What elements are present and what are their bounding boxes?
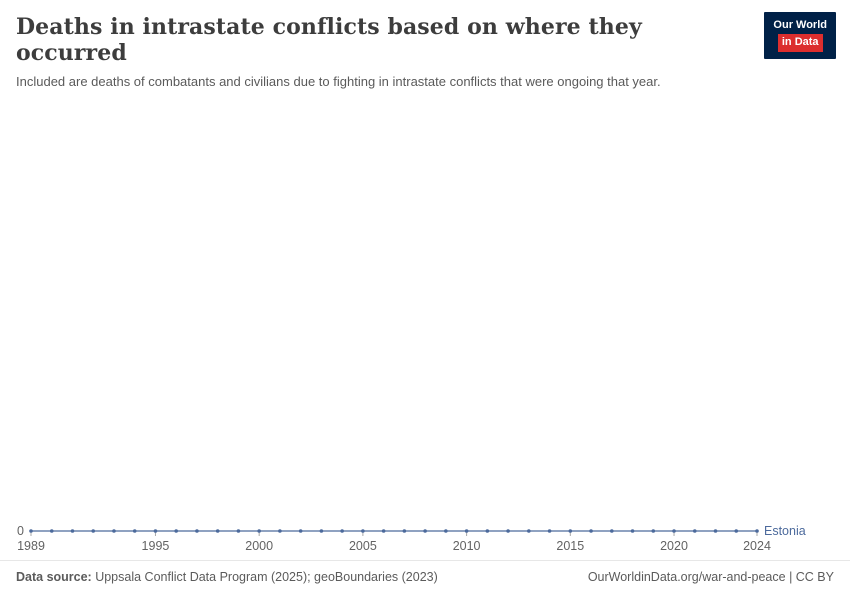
data-point [278,529,282,533]
x-tick-label: 2005 [349,539,377,553]
data-point [174,529,178,533]
data-point [568,529,573,533]
x-tick-label: 2015 [556,539,584,553]
data-point [506,529,510,533]
data-point [91,529,96,533]
credit-link: OurWorldinData.org/war-and-peace | CC BY [587,570,834,584]
x-tick-label: 1989 [17,539,45,553]
x-tick-label: 2024 [743,539,771,553]
data-point [298,529,303,533]
x-tick-label: 2010 [453,539,481,553]
chart-footer: Data source: Uppsala Conflict Data Progr… [0,560,850,600]
data-point [630,529,635,533]
data-point [112,529,116,533]
x-tick-label: 2020 [660,539,688,553]
data-point [692,529,697,533]
data-point [610,529,614,533]
data-point [527,529,531,533]
data-point [257,529,261,533]
data-point [70,529,75,533]
chart-header: Deaths in intrastate conflicts based on … [0,0,850,92]
data-point [444,529,448,533]
data-point [423,529,427,533]
data-point [132,529,137,533]
data-point [734,529,739,533]
data-point [402,529,407,533]
data-point [755,529,759,533]
x-tick-label: 1995 [142,539,170,553]
data-point [547,529,552,533]
data-point [215,529,220,533]
data-point [153,529,158,533]
data-point [672,529,676,533]
owid-logo[interactable]: Our World in Data [764,12,836,59]
data-point [464,529,469,533]
data-point [49,529,54,533]
owid-logo-line2: in Data [777,34,823,52]
data-point [589,529,593,533]
data-point [713,529,718,533]
chart-title: Deaths in intrastate conflicts based on … [16,14,642,66]
data-point [195,529,199,533]
data-source-note: Data source: Uppsala Conflict Data Progr… [16,570,438,584]
data-source-label: Data source: [16,570,92,584]
data-point [340,529,344,533]
data-point [319,529,324,533]
data-point [651,529,656,533]
data-point [29,529,33,533]
data-point [485,529,490,533]
data-point [236,529,241,533]
data-point [381,529,386,533]
data-source-text: Uppsala Conflict Data Program (2025); ge… [91,570,438,584]
x-tick-label: 2000 [245,539,273,553]
chart-subtitle: Included are deaths of combatants and ci… [16,74,661,89]
series-label[interactable]: Estonia [764,524,806,538]
y-tick-label: 0 [17,524,24,538]
data-point [361,529,365,533]
owid-logo-line1: Our World [773,19,827,31]
